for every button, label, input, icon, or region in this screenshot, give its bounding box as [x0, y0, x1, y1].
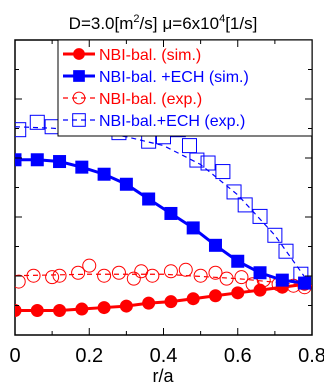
data-point [97, 268, 112, 283]
data-point [231, 286, 245, 300]
data-point [15, 274, 26, 289]
data-point [208, 265, 223, 280]
x-axis-label: r/a [152, 366, 174, 386]
data-point [126, 271, 141, 286]
data-point [275, 273, 289, 287]
title-d-prefix: D=3.0[m [69, 14, 134, 33]
data-point [298, 276, 312, 290]
data-point [44, 119, 60, 135]
data-point [15, 304, 22, 318]
series-line [15, 158, 305, 285]
chart-title: D=3.0[m2/s] μ=6x104[1/s] [69, 13, 258, 33]
data-point [15, 122, 27, 138]
data-point [52, 268, 67, 283]
title-mu-prefix: μ=6x10 [162, 14, 219, 33]
data-point [71, 265, 86, 280]
data-point [219, 271, 234, 286]
x-tick-label: 0.8 [298, 345, 324, 367]
data-point [186, 292, 200, 306]
data-point [208, 238, 222, 252]
series-3 [15, 258, 312, 295]
data-point [234, 270, 249, 285]
data-point [26, 268, 41, 283]
data-point [45, 270, 60, 285]
series-2 [15, 153, 312, 290]
data-point [231, 254, 245, 268]
data-point [208, 289, 222, 303]
data-point [181, 138, 197, 154]
legend-label: NBI-bal. (sim.) [99, 47, 201, 64]
x-tick-label: 0.4 [150, 345, 178, 367]
legend-label: NBI-bal.+ECH (exp.) [99, 113, 245, 130]
data-point [200, 155, 216, 171]
data-point [142, 296, 156, 310]
data-point [178, 262, 193, 277]
data-point [119, 299, 133, 313]
title-mu-suffix: [1/s] [225, 14, 257, 33]
data-point [75, 160, 89, 174]
data-point [30, 304, 44, 318]
data-point [186, 221, 200, 235]
series-layer [15, 104, 312, 318]
data-point [75, 302, 89, 316]
data-point [97, 167, 111, 181]
data-point [53, 155, 67, 169]
legend-label: NBI-bal. +ECH (sim.) [99, 69, 249, 86]
data-point [215, 164, 231, 180]
data-point [193, 268, 208, 283]
title-d-sup: 2 [133, 13, 139, 25]
data-point [252, 208, 268, 224]
data-point [164, 295, 178, 309]
data-point [253, 283, 267, 297]
legend-box [57, 39, 313, 137]
legend-marker [73, 70, 85, 82]
data-point [278, 243, 294, 259]
series-1 [15, 277, 312, 318]
title-mu-sup: 4 [219, 13, 225, 25]
data-point [97, 301, 111, 315]
legend-marker [72, 113, 86, 127]
axes: 0 0.2 0.4 0.6 0.8 [9, 40, 324, 367]
series-line [15, 273, 312, 287]
legend: NBI-bal. (sim.) NBI-bal. +ECH (sim.) NBI-b… [57, 39, 313, 137]
data-point [53, 304, 67, 318]
x-tick-label: 0.6 [224, 345, 252, 367]
legend-marker [73, 48, 85, 60]
x-tick-label: 0 [9, 345, 20, 367]
data-point [267, 227, 283, 243]
data-point [253, 266, 267, 280]
data-point [111, 265, 126, 280]
data-point [30, 153, 44, 167]
data-point [189, 152, 205, 168]
legend-label: NBI-bal. (exp.) [99, 91, 202, 108]
title-d-suffix: /s] [140, 14, 158, 33]
x-tick-label: 0.2 [75, 345, 103, 367]
data-point [226, 184, 242, 200]
data-point [237, 197, 253, 213]
legend-marker [72, 91, 86, 105]
data-point [82, 258, 97, 273]
data-point [119, 177, 133, 191]
data-point [163, 264, 178, 279]
data-point [145, 268, 160, 283]
data-point [29, 114, 45, 130]
data-point [15, 153, 22, 167]
data-point [142, 192, 156, 206]
data-point [164, 206, 178, 220]
